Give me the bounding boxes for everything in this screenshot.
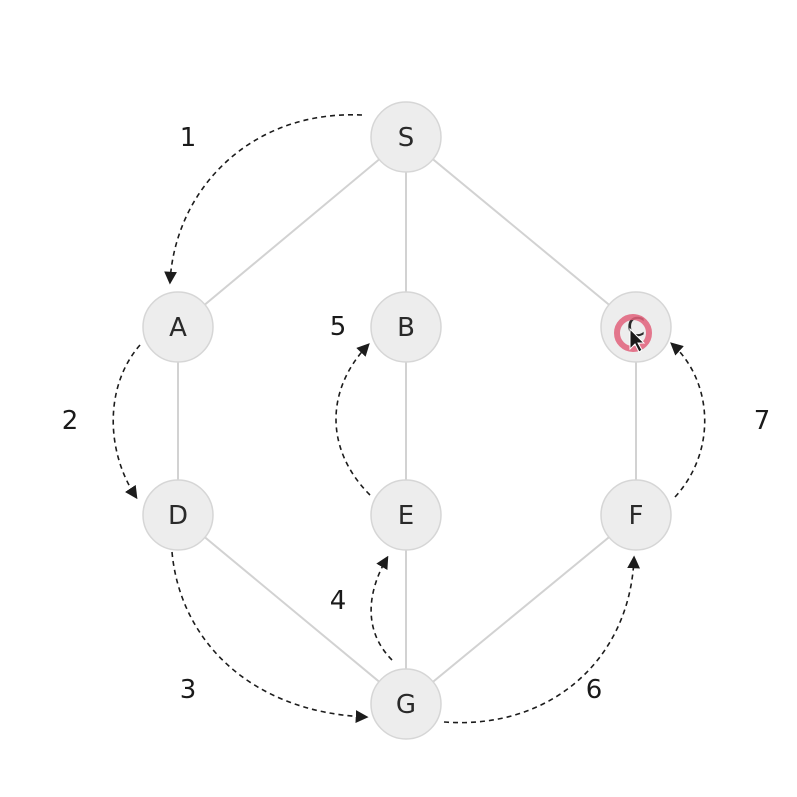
traversal-arrow-d-g: [171, 551, 369, 723]
node-circle: [370, 291, 442, 363]
node-b[interactable]: B: [370, 291, 442, 363]
step-number-6: 6: [586, 675, 603, 705]
node-d[interactable]: D: [142, 479, 214, 551]
traversal-arrow-g-f: [443, 555, 640, 724]
traversal-arrow-f-c: [670, 342, 706, 498]
edge-d-g: [177, 514, 407, 705]
step-numbers-layer: 1 2 3 4 5 6 7: [62, 123, 771, 705]
traversal-arrows-layer: [112, 114, 706, 724]
node-label: D: [168, 501, 188, 531]
step-number-1: 1: [180, 123, 197, 153]
step-number-2: 2: [62, 406, 79, 436]
node-label: F: [629, 501, 644, 531]
traversal-arrow-g-e: [370, 555, 393, 661]
step-number-5: 5: [330, 312, 347, 342]
step-number-3: 3: [180, 675, 197, 705]
node-label: E: [398, 501, 414, 531]
node-circle: [142, 479, 214, 551]
traversal-arrow-e-b: [335, 343, 371, 496]
edge-f-g: [405, 514, 637, 705]
click-highlight-ring: [614, 314, 652, 352]
node-circle: [370, 668, 442, 740]
node-f[interactable]: F: [600, 479, 672, 551]
node-label: B: [397, 313, 415, 343]
node-label: G: [396, 690, 416, 720]
node-e[interactable]: E: [370, 479, 442, 551]
traversal-arrow-a-d: [112, 344, 141, 500]
node-g[interactable]: G: [370, 668, 442, 740]
node-a[interactable]: A: [142, 291, 214, 363]
step-number-7: 7: [754, 406, 771, 436]
step-number-4: 4: [330, 586, 347, 616]
node-circle: [370, 101, 442, 173]
cursor-layer: [614, 314, 652, 353]
node-s[interactable]: S: [370, 101, 442, 173]
node-circle: [370, 479, 442, 551]
mouse-pointer-icon: [629, 327, 646, 353]
edge-s-a: [177, 136, 407, 328]
node-label: A: [169, 313, 187, 343]
traversal-arrow-s-a: [164, 114, 363, 285]
node-circle: [600, 479, 672, 551]
edge-s-c: [405, 136, 637, 328]
node-circle: [142, 291, 214, 363]
node-label: S: [398, 123, 415, 153]
edges-layer: [177, 136, 637, 705]
